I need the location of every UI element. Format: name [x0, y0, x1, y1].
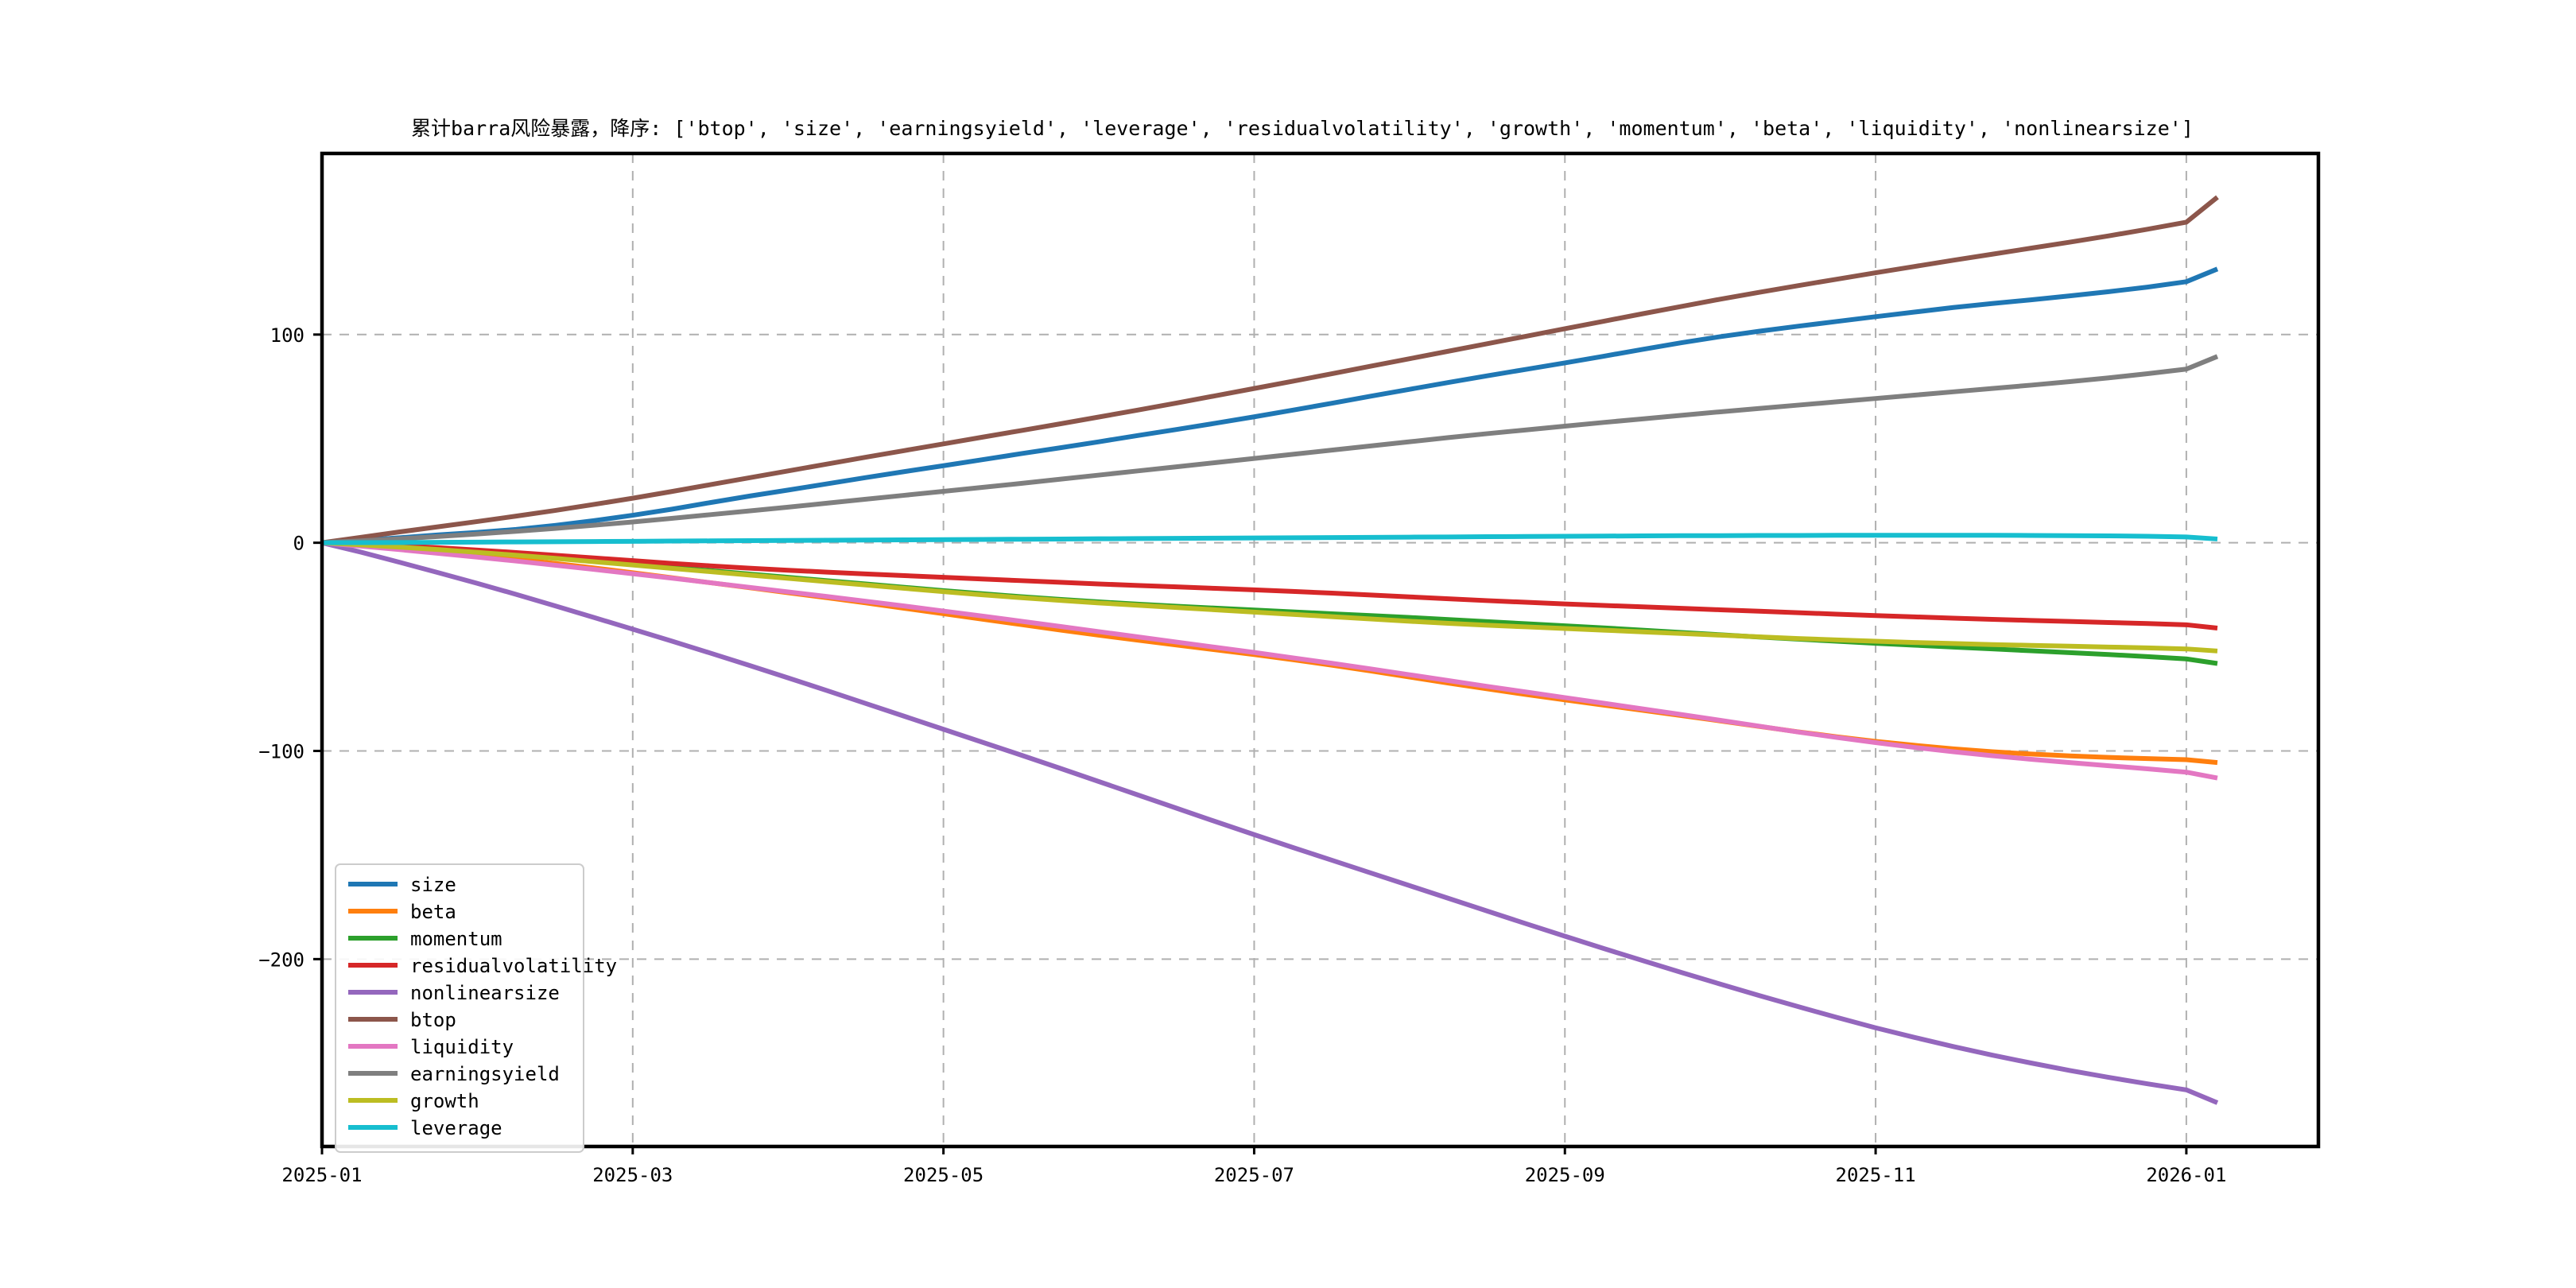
y-tick-label: −200 [258, 949, 305, 971]
chart-legend[interactable]: size beta momentum residualvolatility nonlin… [335, 863, 617, 1153]
legend-label-size[interactable]: size [410, 874, 456, 896]
x-tick-label: 2025-09 [1525, 1164, 1605, 1186]
series-lines [321, 195, 2219, 1105]
legend-label-nonlinearsize[interactable]: nonlinearsize [410, 982, 560, 1004]
x-tick-label: 2025-11 [1836, 1164, 1916, 1186]
series-line-leverage [321, 533, 2218, 545]
x-tick-label: 2026-01 [2146, 1164, 2226, 1186]
x-tick-label: 2025-05 [903, 1164, 983, 1186]
y-axis-ticks: 100 0 −100 −200 [258, 324, 322, 971]
series-line-residualvolatility [321, 540, 2218, 630]
axes-frame [320, 151, 2321, 1149]
series-line-earningsyield [321, 354, 2219, 545]
legend-label-residualvolatility[interactable]: residualvolatility [410, 955, 617, 977]
x-tick-label: 2025-01 [281, 1164, 362, 1186]
legend-label-leverage[interactable]: leverage [410, 1117, 502, 1139]
series-line-liquidity [321, 540, 2218, 781]
y-tick-label: 100 [270, 324, 305, 347]
legend-label-earningsyield[interactable]: earningsyield [410, 1063, 560, 1085]
y-tick-label: 0 [293, 533, 305, 555]
series-line-growth [321, 540, 2218, 654]
y-tick-label: −100 [258, 740, 305, 762]
series-line-size [321, 266, 2219, 545]
x-tick-label: 2025-03 [592, 1164, 673, 1186]
series-line-btop [321, 195, 2219, 545]
chart-title: 累计barra风险暴露，降序: ['btop', 'size', 'earnin… [411, 117, 2194, 140]
axes-spines [320, 151, 2321, 1149]
legend-label-momentum[interactable]: momentum [410, 928, 502, 950]
legend-label-growth[interactable]: growth [410, 1090, 479, 1112]
x-axis-ticks: 2025-01 2025-03 2025-05 2025-07 2025-09 2025-… [281, 1146, 2226, 1186]
legend-label-btop[interactable]: btop [410, 1009, 456, 1031]
x-tick-label: 2025-07 [1214, 1164, 1294, 1186]
legend-label-beta[interactable]: beta [410, 901, 456, 923]
legend-label-liquidity[interactable]: liquidity [410, 1036, 514, 1058]
series-line-nonlinearsize [321, 540, 2219, 1105]
